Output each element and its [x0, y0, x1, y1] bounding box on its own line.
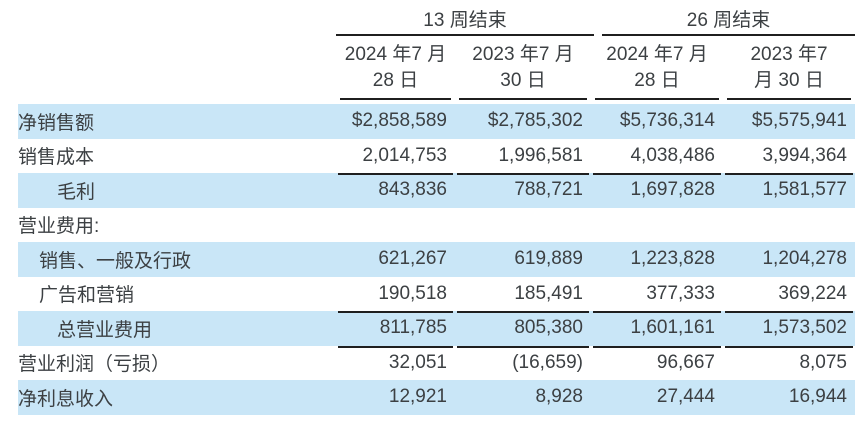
cell-value: 811,785: [336, 311, 455, 346]
cell-value: 16,944: [788, 386, 847, 408]
period-group-13-weeks: 13 周结束: [336, 5, 594, 36]
table-row: 净利息收入 12,921 8,928 27,444 16,944: [18, 380, 855, 415]
cell-value: 8,928: [535, 386, 583, 408]
row-label: 广告和营销: [39, 285, 135, 307]
cell-value: 1,223,828: [630, 248, 715, 270]
column-date-header: 2024 年7 月 28 日: [591, 36, 723, 100]
cell-value: $2,785,302: [487, 110, 583, 132]
cell-value: 619,889: [514, 248, 583, 270]
cell-value: $5,736,314: [619, 110, 715, 132]
row-label: 总营业费用: [57, 319, 153, 341]
cell-value: 1,996,581: [498, 144, 583, 166]
cell-value: 2,014,753: [362, 144, 447, 166]
column-date-header: 2023 年7 月 30 日: [723, 36, 855, 100]
cell-value: [455, 208, 591, 243]
cell-value: 369,224: [778, 282, 847, 304]
cell-value: 843,836: [336, 173, 455, 208]
cell-value: [591, 208, 723, 243]
table-row: 销售、一般及行政 621,267 619,889 1,223,828 1,204,278: [18, 242, 855, 277]
row-label: 净利息收入: [18, 388, 114, 410]
table-row: 营业费用:: [18, 208, 855, 243]
period-group-header-row: 13 周结束 26 周结束: [18, 5, 855, 36]
income-statement-table: 13 周结束 26 周结束 2024 年7 月 28 日 2023 年7 月 30 日…: [18, 0, 855, 415]
period-group-26-weeks: 26 周结束: [602, 5, 855, 36]
cell-value: 1,697,828: [591, 173, 723, 208]
cell-value: 8,075: [723, 345, 855, 381]
cell-value: [336, 208, 455, 243]
table-row: 广告和营销 190,518 185,491 377,333 369,224: [18, 277, 855, 312]
row-label: 毛利: [57, 181, 96, 203]
cell-value: 3,994,364: [762, 144, 847, 166]
cell-value: (16,659): [455, 345, 591, 381]
cell-value: 96,667: [591, 345, 723, 381]
table-body: 净销售额 $2,858,589 $2,785,302 $5,736,314 $5,575…: [18, 104, 855, 415]
column-date-header: 2024 年7 月 28 日: [336, 36, 455, 100]
cell-value: 190,518: [378, 282, 447, 304]
cell-value: 1,581,577: [723, 173, 855, 208]
table-row: 净销售额 $2,858,589 $2,785,302 $5,736,314 $5,575…: [18, 104, 855, 139]
row-label: 净销售额: [18, 112, 95, 134]
cell-value: 1,204,278: [762, 248, 847, 270]
cell-value: 12,921: [388, 386, 447, 408]
cell-value: 1,573,502: [723, 311, 855, 346]
cell-value: 32,051: [336, 345, 455, 381]
row-label: 营业利润（亏损）: [18, 354, 171, 376]
cell-value: 621,267: [378, 248, 447, 270]
cell-value: 185,491: [514, 282, 583, 304]
table-row: 总营业费用 811,785 805,380 1,601,161 1,573,502: [18, 311, 855, 346]
cell-value: $2,858,589: [351, 110, 447, 132]
cell-value: 4,038,486: [630, 144, 715, 166]
table-row: 销售成本 2,014,753 1,996,581 4,038,486 3,994,364: [18, 139, 855, 174]
cell-value: 805,380: [455, 311, 591, 346]
label-column-spacer: [18, 36, 336, 100]
cell-value: 377,333: [646, 282, 715, 304]
cell-value: 1,601,161: [591, 311, 723, 346]
row-label: 营业费用:: [18, 216, 100, 238]
row-label: 销售、一般及行政: [39, 250, 192, 272]
column-date-header: 2023 年7 月 30 日: [455, 36, 591, 100]
table-row: 毛利 843,836 788,721 1,697,828 1,581,577: [18, 173, 855, 208]
table-row: 营业利润（亏损） 32,051 (16,659) 96,667 8,075: [18, 345, 855, 381]
cell-value: [723, 208, 855, 243]
row-label: 销售成本: [18, 147, 95, 169]
cell-value: 788,721: [455, 173, 591, 208]
cell-value: 27,444: [656, 386, 715, 408]
cell-value: $5,575,941: [751, 110, 847, 132]
